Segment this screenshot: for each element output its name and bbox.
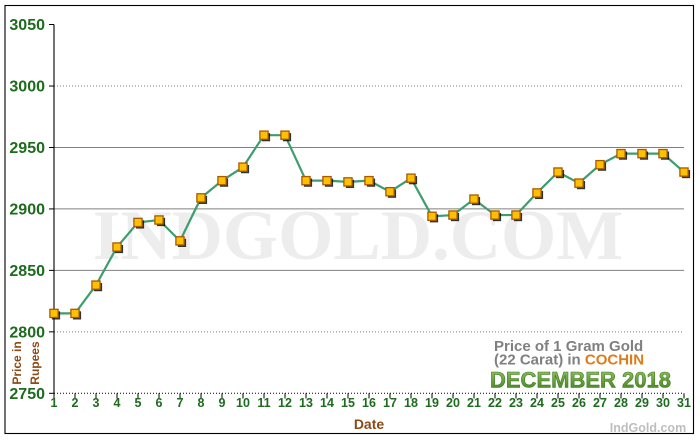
svg-text:8: 8: [198, 396, 205, 410]
svg-text:22: 22: [488, 396, 502, 410]
svg-text:31: 31: [677, 396, 691, 410]
svg-text:16: 16: [362, 396, 376, 410]
svg-text:3050: 3050: [9, 17, 45, 34]
svg-text:Date: Date: [354, 416, 385, 432]
svg-text:19: 19: [425, 396, 439, 410]
svg-text:IndGold.com: IndGold.com: [610, 421, 686, 435]
svg-text:30: 30: [656, 396, 670, 410]
svg-text:20: 20: [446, 396, 460, 410]
svg-text:17: 17: [383, 396, 397, 410]
svg-text:10: 10: [236, 396, 250, 410]
svg-text:2800: 2800: [9, 325, 45, 342]
svg-text:5: 5: [135, 396, 142, 410]
svg-text:DECEMBER 2018: DECEMBER 2018: [490, 368, 671, 393]
svg-text:23: 23: [509, 396, 523, 410]
svg-text:21: 21: [467, 396, 481, 410]
svg-text:2: 2: [72, 396, 79, 410]
svg-text:9: 9: [219, 396, 226, 410]
svg-text:25: 25: [551, 396, 565, 410]
svg-text:12: 12: [278, 396, 292, 410]
svg-text:18: 18: [404, 396, 418, 410]
svg-text:7: 7: [177, 396, 184, 410]
svg-text:27: 27: [593, 396, 607, 410]
svg-text:3000: 3000: [9, 79, 45, 96]
svg-text:26: 26: [572, 396, 586, 410]
svg-text:24: 24: [530, 396, 544, 410]
svg-text:2850: 2850: [9, 263, 45, 280]
svg-text:Rupees: Rupees: [28, 341, 42, 385]
svg-text:28: 28: [614, 396, 628, 410]
svg-text:3: 3: [93, 396, 100, 410]
svg-text:13: 13: [299, 396, 313, 410]
svg-text:15: 15: [341, 396, 355, 410]
svg-text:6: 6: [156, 396, 163, 410]
svg-text:14: 14: [320, 396, 334, 410]
svg-text:29: 29: [635, 396, 649, 410]
svg-text:(22 Carat) in COCHIN: (22 Carat) in COCHIN: [494, 352, 644, 369]
svg-text:1: 1: [51, 396, 58, 410]
svg-text:Price in: Price in: [10, 341, 24, 384]
svg-text:INDGOLD.COM: INDGOLD.COM: [93, 197, 624, 275]
svg-text:2900: 2900: [9, 202, 45, 219]
svg-text:4: 4: [114, 396, 121, 410]
svg-text:2950: 2950: [9, 140, 45, 157]
svg-text:11: 11: [257, 396, 270, 410]
svg-text:2750: 2750: [9, 386, 45, 403]
